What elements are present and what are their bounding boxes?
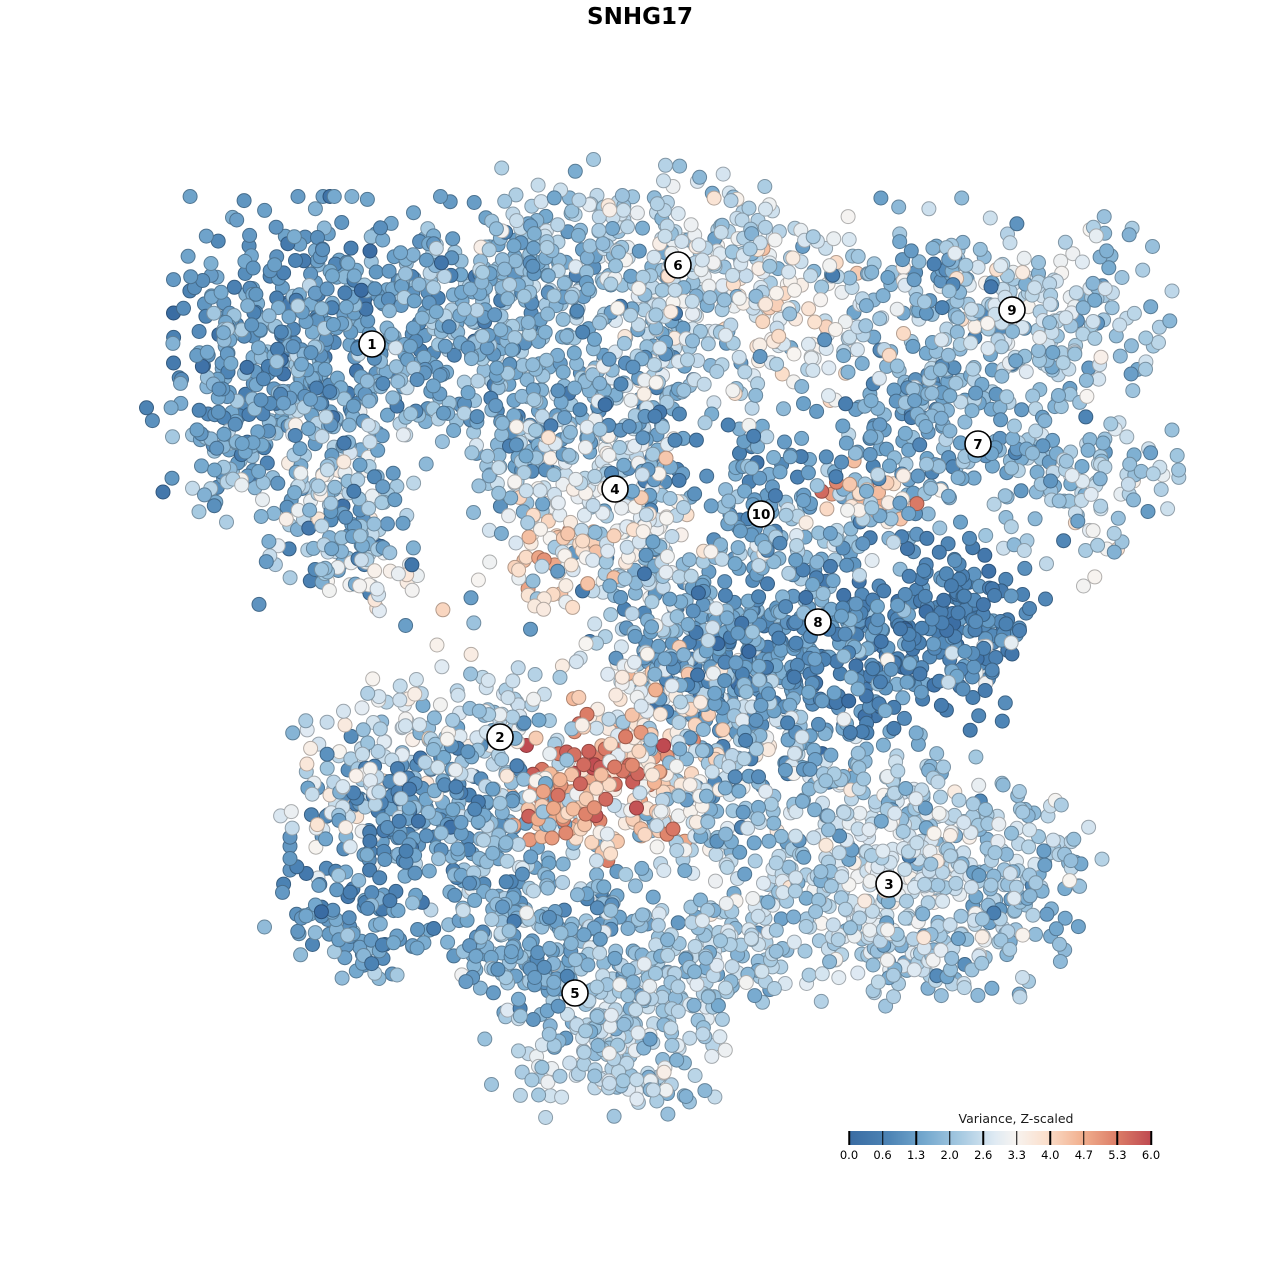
colorbar-tick [1150,1131,1152,1145]
colorbar-tick-label: 4.0 [1041,1148,1060,1162]
colorbar-tick [982,1131,984,1145]
cluster-label-6: 6 [664,251,692,279]
colorbar [848,1131,1152,1145]
colorbar-tick-label: 6.0 [1141,1148,1161,1162]
colorbar-tick [881,1131,884,1145]
colorbar-tick-label: 2.0 [940,1148,959,1162]
colorbar-tick [1016,1131,1018,1145]
colorbar-title: Variance, Z-scaled [958,1111,1074,1126]
cluster-label-10: 10 [747,500,775,528]
cluster-label-2: 2 [486,723,514,751]
colorbar-tick-label: 4.7 [1074,1148,1094,1162]
colorbar-tick [1116,1131,1119,1145]
cluster-label-7: 7 [964,430,992,458]
plot-title: SNHG17 [587,4,693,30]
colorbar-tick [915,1131,917,1145]
colorbar-tick [948,1131,951,1145]
colorbar-legend: Variance, Z-scaled 0.0 0.6 1.3 2.0 2.6 3.3 4.0… [840,1111,1160,1164]
cluster-label-4: 4 [601,475,629,503]
colorbar-tick [1049,1131,1052,1145]
colorbar-tick-label: 0.6 [873,1148,892,1162]
colorbar-tick-label: 0.0 [839,1148,859,1162]
cluster-labels-layer: 1 2 3 4 5 6 7 8 9 10 [358,251,1026,1007]
colorbar-tick-label: 2.6 [974,1148,993,1162]
points-layer [139,152,1187,1125]
cluster-label-3: 3 [875,870,903,898]
colorbar-tick [848,1131,850,1145]
colorbar-tick-labels: 0.0 0.6 1.3 2.0 2.6 3.3 4.0 4.7 5.3 6.0 [840,1148,1160,1164]
colorbar-tick-label: 1.3 [906,1148,926,1162]
cluster-label-8: 8 [804,608,832,636]
cluster-label-9: 9 [998,296,1026,324]
colorbar-tick-label: 5.3 [1108,1148,1127,1162]
cluster-label-5: 5 [561,979,589,1007]
colorbar-gradient [849,1131,1151,1145]
colorbar-tick-label: 3.3 [1007,1148,1026,1162]
colorbar-tick [1083,1131,1085,1145]
cluster-label-1: 1 [358,330,386,358]
